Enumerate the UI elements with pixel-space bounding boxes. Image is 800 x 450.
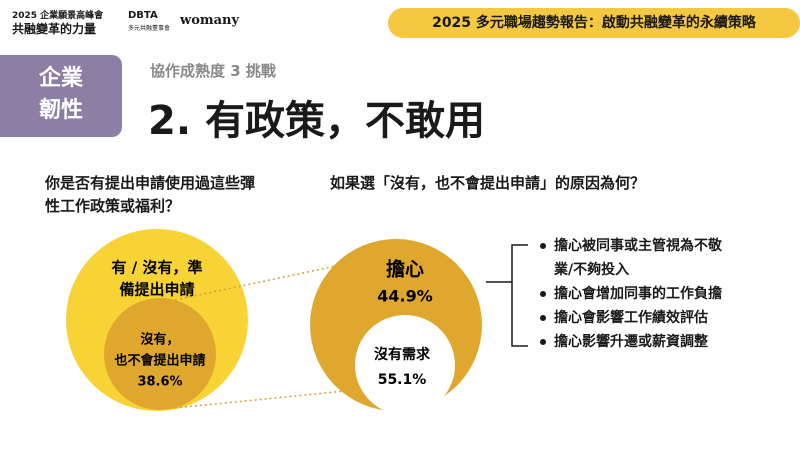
reason-text: 業/不夠投入 <box>554 262 630 278</box>
inner-circle-right <box>355 315 455 415</box>
event-name: 2025 企業願景高峰會 <box>12 11 104 21</box>
partner-logo: DBTA <box>128 10 158 21</box>
reason-line: 擔心被同事或主管視為不敬 <box>538 234 722 258</box>
inner-value-left: 38.6% <box>137 375 182 390</box>
reason-list: 擔心被同事或主管視為不敬 業/不夠投入擔心會增加同事的工作負擔 擔心會影響工作績效評… <box>538 234 722 354</box>
connector-top <box>174 261 356 301</box>
reason-text: 擔心影響升遷或薪資調整 <box>554 334 708 350</box>
slide-title: 2. 有政策，不敢用 <box>148 98 485 144</box>
outer-value-right: 44.9% <box>377 287 433 306</box>
partner-sub: 多元共融董事會 <box>128 25 171 32</box>
connector-bottom <box>174 389 356 409</box>
reason-line: 擔心會影響工作績效評估 <box>538 306 722 330</box>
question-line: 性工作政策或福利？ <box>45 197 181 215</box>
report-banner <box>388 8 800 38</box>
bracket <box>511 244 528 347</box>
question-right: 如果選「沒有，也不會提出申請」的原因為何？ <box>330 174 646 192</box>
reason-text: 擔心會影響工作績效評估 <box>554 310 708 326</box>
reason-line: 擔心會增加同事的工作負擔 <box>538 282 722 306</box>
inner-label-left: 沒有， <box>140 332 179 348</box>
reason-line: 業/不夠投入 <box>538 258 722 282</box>
section-tag: 企業 韌性 <box>0 63 122 127</box>
section-tag-line: 企業 <box>38 66 83 91</box>
bullet <box>540 339 546 345</box>
question-line: 你是否有提出申請使用過這些彈 <box>45 174 256 192</box>
reason-text: 擔心被同事或主管視為不敬 <box>554 238 722 254</box>
slogan: 共融變革的力量 <box>12 22 97 36</box>
outer-label-left: 備提出申請 <box>119 281 194 299</box>
inner-label-left: 也不會提出申請 <box>114 353 205 369</box>
section-tag-box <box>0 55 122 137</box>
bullet <box>540 315 546 321</box>
reason-text: 擔心會增加同事的工作負擔 <box>554 286 722 302</box>
section-tag-line: 韌性 <box>38 98 83 123</box>
outer-label-left: 有 / 沒有，準 <box>112 259 203 277</box>
inner-value-right: 55.1% <box>378 372 427 388</box>
reason-line: 擔心影響升遷或薪資調整 <box>538 330 722 354</box>
inner-label-right: 沒有需求 <box>374 346 431 363</box>
report-title: 2025 多元職場趨勢報告：啟動共融變革的永續策略 <box>432 15 756 31</box>
section-tag-box-edge <box>0 55 20 137</box>
brand-logo: womany <box>180 13 240 28</box>
bullet <box>540 243 546 249</box>
question-left: 你是否有提出申請使用過這些彈 性工作政策或福利？ <box>45 172 255 218</box>
outer-label-right: 擔心 <box>386 258 424 281</box>
bullet <box>540 291 546 297</box>
inner-circle-left <box>104 298 216 410</box>
kicker: 協作成熟度 3 挑戰 <box>150 62 276 80</box>
